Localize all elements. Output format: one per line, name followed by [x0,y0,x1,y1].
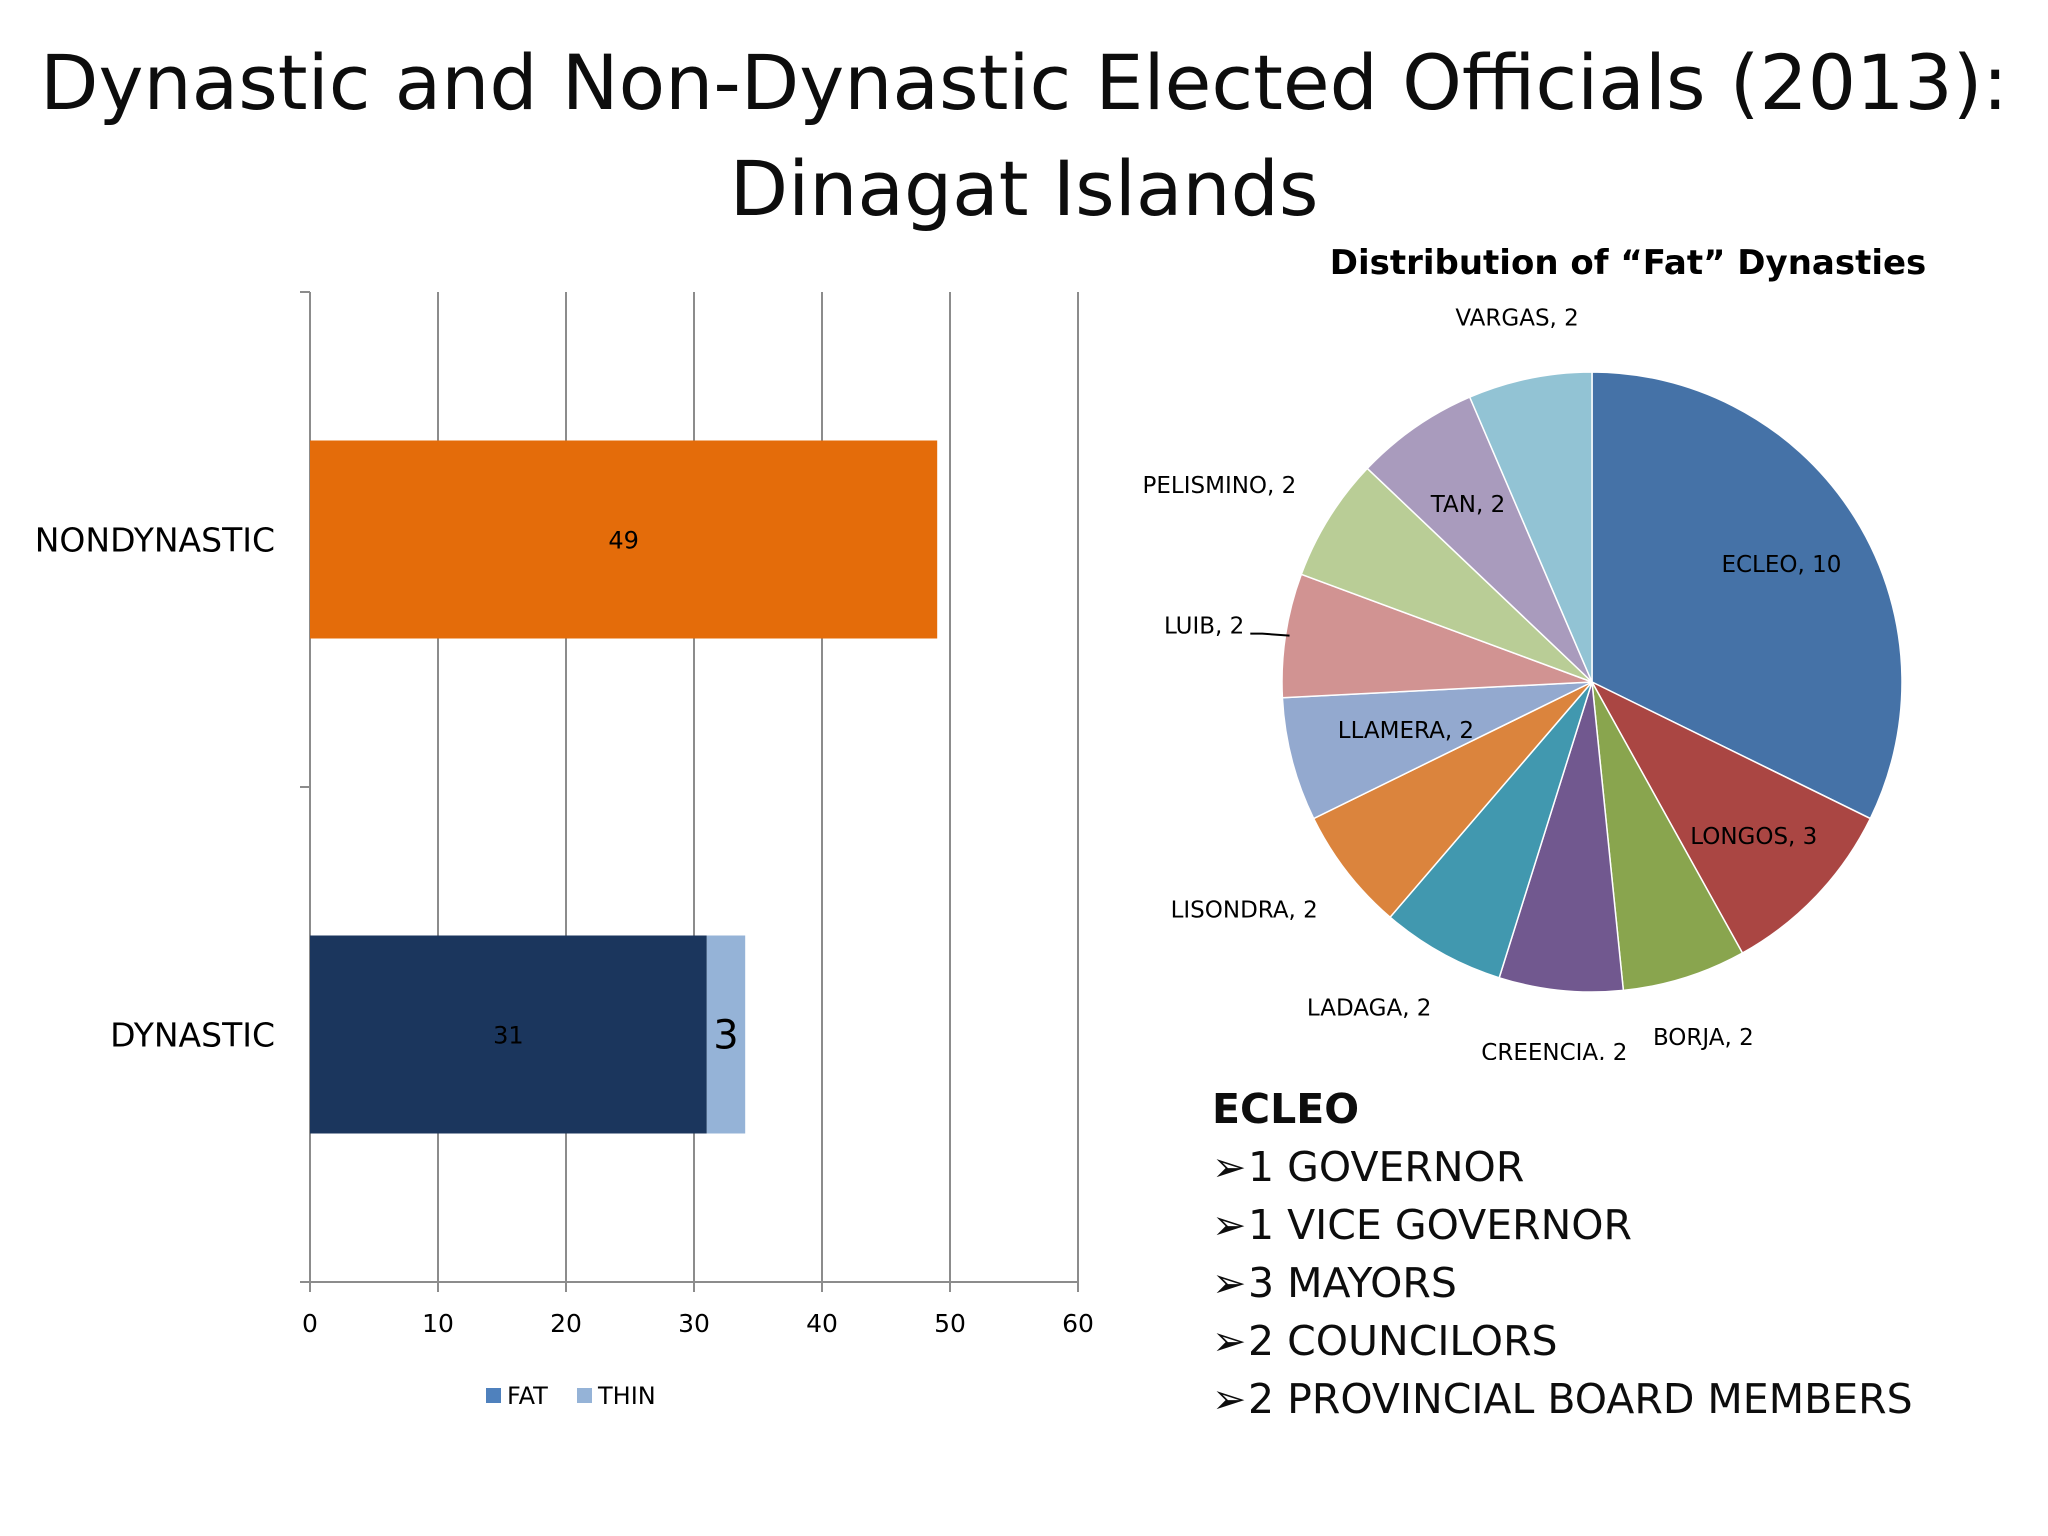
pie-slice-longos [1590,680,1872,955]
slide-title-line-2: Dinagat Islands [729,144,1319,233]
ecleo-item: ➢3 MAYORS [1212,1254,2032,1312]
category-label: NONDYNASTIC [35,521,275,560]
pie-slice-creencia [1498,681,1625,993]
pie-label: ECLEO, 10 [1721,552,1841,578]
arrow-bullet-icon: ➢ [1212,1375,1247,1423]
bar-dynastic-thin [706,935,746,1134]
x-tick-label: 20 [550,1309,582,1338]
x-tick-label: 50 [934,1309,966,1338]
data-label: 3 [713,1013,738,1059]
legend-label: FAT [507,1382,548,1410]
pie-slice-borja [1591,681,1744,992]
x-tick-label: 0 [302,1309,318,1338]
pie-chart: Distribution of “Fat” Dynasties ECLEO, 10… [1143,243,1927,1060]
pie-slice-vargas [1468,371,1593,683]
ecleo-heading: ECLEO [1212,1085,1360,1133]
ecleo-item-text: 2 COUNCILORS [1248,1317,1558,1365]
x-tick-label: 40 [806,1309,838,1338]
pie-label: LISONDRA, 2 [1171,898,1318,924]
ecleo-item: ➢1 GOVERNOR [1212,1138,2032,1196]
ecleo-item: ➢2 COUNCILORS [1212,1312,2032,1370]
ecleo-item-text: 3 MAYORS [1248,1259,1457,1307]
bar-nondynastic-fat [310,440,938,639]
pie-slice-llamera [1281,681,1593,820]
pie-label: LONGOS, 3 [1690,824,1817,850]
ecleo-breakdown: ECLEO ➢1 GOVERNOR ➢1 VICE GOVERNOR ➢3 MA… [1212,1080,2032,1428]
ecleo-item: ➢1 VICE GOVERNOR [1212,1196,2032,1254]
pie-label: PELISMINO, 2 [1143,473,1297,499]
pie-label: VARGAS, 2 [1455,306,1578,332]
pie-label: BORJA, 2 [1653,1025,1754,1051]
ecleo-item-text: 2 PROVINCIAL BOARD MEMBERS [1248,1375,1913,1423]
ecleo-item-text: 1 VICE GOVERNOR [1248,1201,1633,1249]
pie-slice-ecleo [1591,371,1903,820]
pie-label: LUIB, 2 [1164,614,1244,640]
arrow-bullet-icon: ➢ [1212,1201,1247,1249]
ecleo-item-text: 1 GOVERNOR [1248,1143,1525,1191]
legend-swatch-fat [486,1388,501,1403]
x-tick-label: 10 [422,1309,454,1338]
category-label: DYNASTIC [110,1016,275,1055]
legend-swatch-thin [577,1388,592,1403]
arrow-bullet-icon: ➢ [1212,1317,1247,1365]
pie-slice-tan [1366,396,1593,683]
data-label: 49 [608,527,639,555]
pie-slice-lisondra [1312,681,1593,919]
legend-label: THIN [597,1382,656,1410]
slide-title: Dynastic and Non-Dynastic Elected Offici… [0,30,2048,242]
data-label: 31 [493,1022,524,1050]
pie-label: LLAMERA, 2 [1338,718,1474,744]
pie-slice-pelismino [1300,467,1593,683]
arrow-bullet-icon: ➢ [1212,1143,1247,1191]
pie-label: TAN, 2 [1430,492,1505,518]
arrow-bullet-icon: ➢ [1212,1259,1247,1307]
pie-label: LADAGA, 2 [1307,995,1432,1021]
x-tick-label: 60 [1062,1309,1094,1338]
pie-slice-ladaga [1389,681,1593,979]
slide-title-line-1: Dynastic and Non-Dynastic Elected Offici… [39,38,2009,127]
pie-label: CREENCIA, 2 [1481,1040,1627,1060]
bar-chart: 0 10 20 30 40 50 60 NONDYNASTIC 49 DYNASTIC 31 3 FAT… [35,291,1094,1410]
pie-title: Distribution of “Fat” Dynasties [1330,243,1927,283]
ecleo-item: ➢2 PROVINCIAL BOARD MEMBERS [1212,1370,2032,1428]
x-tick-label: 30 [678,1309,710,1338]
pie-leader-line [1250,632,1290,637]
bar-dynastic-fat [310,935,707,1134]
